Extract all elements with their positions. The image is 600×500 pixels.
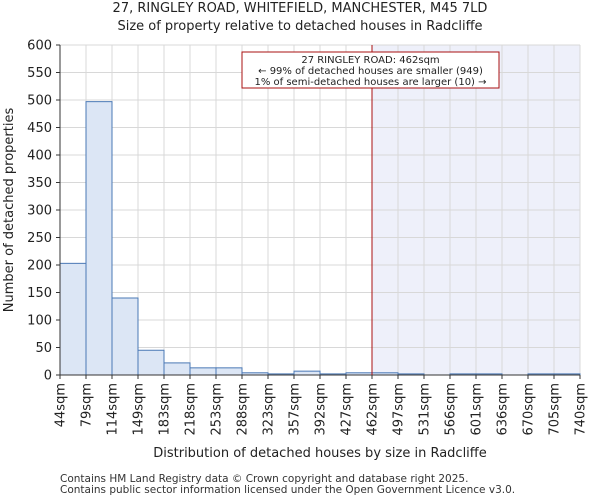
bar	[215, 367, 243, 376]
chart-subtitle: Size of property relative to detached ho…	[117, 19, 483, 34]
annotation-box	[241, 51, 500, 89]
y-tick-label: 500	[27, 94, 52, 109]
y-tick-label: 150	[27, 286, 52, 301]
y-tick-label: 250	[27, 231, 52, 246]
bar	[163, 362, 191, 376]
x-tick-label: 392sqm	[314, 383, 329, 436]
x-tick-label: 149sqm	[132, 383, 147, 436]
x-tick-label: 114sqm	[106, 383, 121, 436]
y-tick-label: 600	[27, 39, 52, 54]
bar	[293, 370, 321, 376]
bar	[111, 297, 139, 376]
y-tick-label: 200	[27, 259, 52, 274]
y-tick-label: 550	[27, 66, 52, 81]
footer-licence: Contains public sector information licen…	[60, 484, 516, 496]
x-tick-label: 253sqm	[210, 383, 225, 436]
y-tick-label: 400	[27, 149, 52, 164]
footer-copyright: Contains HM Land Registry data © Crown c…	[60, 473, 469, 485]
bar	[59, 262, 87, 376]
x-tick-label: 44sqm	[54, 383, 69, 427]
y-tick-label: 450	[27, 121, 52, 136]
x-tick-label: 427sqm	[340, 383, 355, 436]
x-tick-label: 636sqm	[496, 383, 511, 436]
chart-title: 27, RINGLEY ROAD, WHITEFIELD, MANCHESTER…	[112, 1, 488, 16]
x-axis-label: Distribution of detached houses by size …	[153, 446, 487, 461]
x-tick-label: 79sqm	[80, 383, 95, 427]
x-tick-label: 183sqm	[158, 383, 173, 436]
x-tick-label: 462sqm	[366, 383, 381, 436]
bar	[137, 349, 165, 376]
annotation-line: 1% of semi-detached houses are larger (1…	[254, 77, 486, 88]
y-axis-label: Number of detached properties	[2, 108, 17, 313]
x-tick-label: 705sqm	[548, 383, 563, 436]
x-tick-label: 323sqm	[262, 383, 277, 436]
histogram-chart: 0 50 100 150 200 250 300 350 400 450 500 550 600 44sq…	[2, 39, 589, 462]
x-tick-label: 601sqm	[470, 383, 485, 436]
x-tick-label: 357sqm	[288, 383, 303, 436]
y-tick-label: 100	[27, 314, 52, 329]
annotation-line: 27 RINGLEY ROAD: 462sqm	[301, 55, 439, 66]
x-tick-label: 670sqm	[522, 383, 537, 436]
y-tick-label: 50	[35, 341, 52, 356]
x-tick-label: 566sqm	[444, 383, 459, 436]
x-tick-label: 497sqm	[392, 383, 407, 436]
bar	[85, 101, 113, 376]
y-tick-label: 300	[27, 204, 52, 219]
bar	[189, 367, 217, 376]
y-tick-label: 0	[44, 369, 52, 384]
x-tick-label: 288sqm	[236, 383, 251, 436]
annotation-line: ← 99% of detached houses are smaller (94…	[258, 66, 483, 77]
x-tick-label: 740sqm	[574, 383, 589, 436]
x-tick-label: 531sqm	[418, 383, 433, 436]
x-tick-label: 218sqm	[184, 383, 199, 436]
y-tick-label: 350	[27, 176, 52, 191]
